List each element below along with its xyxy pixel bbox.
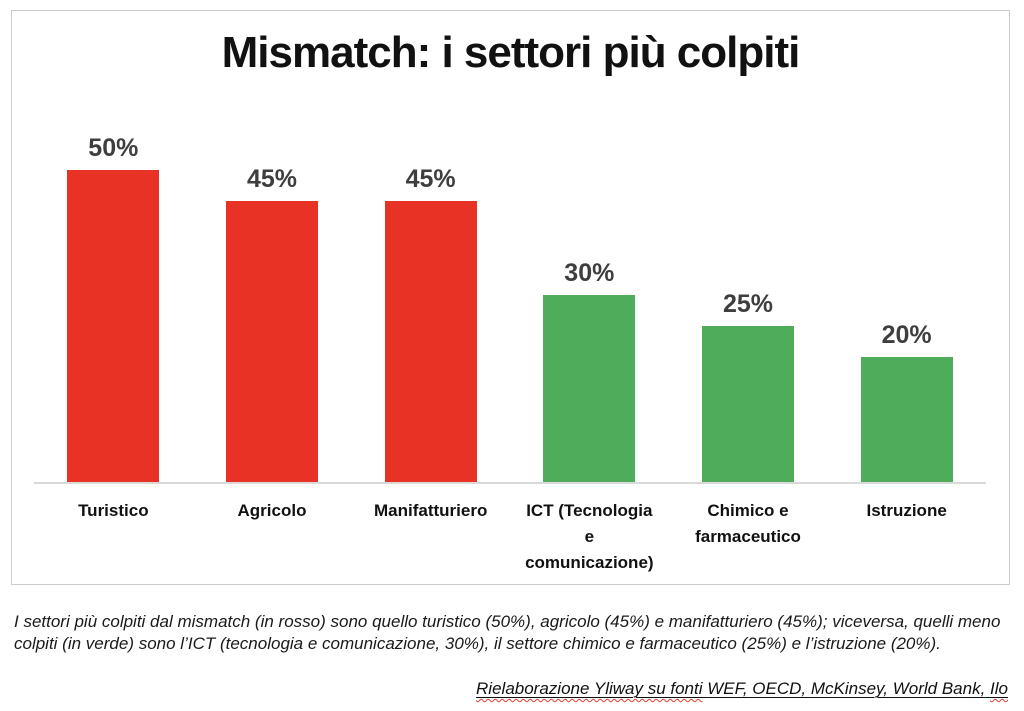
- bar: [543, 294, 636, 482]
- chart-card: Mismatch: i settori più colpiti 50% Turis…: [11, 10, 1010, 585]
- source-spellchecked-tail: Ilo: [990, 679, 1008, 698]
- bar: [701, 326, 794, 482]
- source-middle-text: WEF, OECD, McKinsey, World Bank,: [707, 679, 986, 698]
- category-label: Turistico: [78, 501, 149, 520]
- bar: [225, 201, 318, 482]
- bar-chart-plot: 50% Turistico 45% Agricolo 45% Manifatturiero…: [12, 11, 1009, 584]
- bar-value-label: 20%: [881, 321, 932, 350]
- bar: [860, 357, 953, 482]
- bar: [384, 201, 477, 482]
- source-attribution: Rielaborazione Yliway su fonti WEF, OECD…: [476, 679, 1008, 699]
- bar-group: 25%: [669, 11, 828, 482]
- chart-caption: I settori più colpiti dal mismatch (in r…: [14, 612, 1001, 653]
- bar-group: 45%: [351, 11, 510, 482]
- bar-value-label: 25%: [722, 290, 773, 318]
- category-label: Agricolo: [237, 501, 307, 520]
- source-spellchecked-lead: Rielaborazione Yliway su fonti: [476, 679, 703, 698]
- bar: [67, 170, 160, 482]
- bar-value-label: 30%: [564, 258, 615, 287]
- bar-group: 20%: [827, 11, 986, 482]
- category-label: Chimico e farmaceutico: [695, 501, 801, 546]
- bar-value-label: 50%: [88, 134, 139, 162]
- category-label: Istruzione: [866, 501, 947, 520]
- bar-group: 50%: [34, 11, 193, 482]
- chart-title: Mismatch: i settori più colpiti: [221, 28, 801, 77]
- category-label: ICT (Tecnologia e comunicazione): [525, 501, 654, 572]
- bar-group: 45%: [193, 11, 352, 482]
- x-axis-line: [34, 482, 986, 484]
- bar-value-label: 45%: [405, 165, 456, 194]
- category-label: Manifatturiero: [373, 501, 488, 520]
- bar-group: 30%: [510, 11, 669, 482]
- bar-value-label: 45%: [246, 165, 297, 194]
